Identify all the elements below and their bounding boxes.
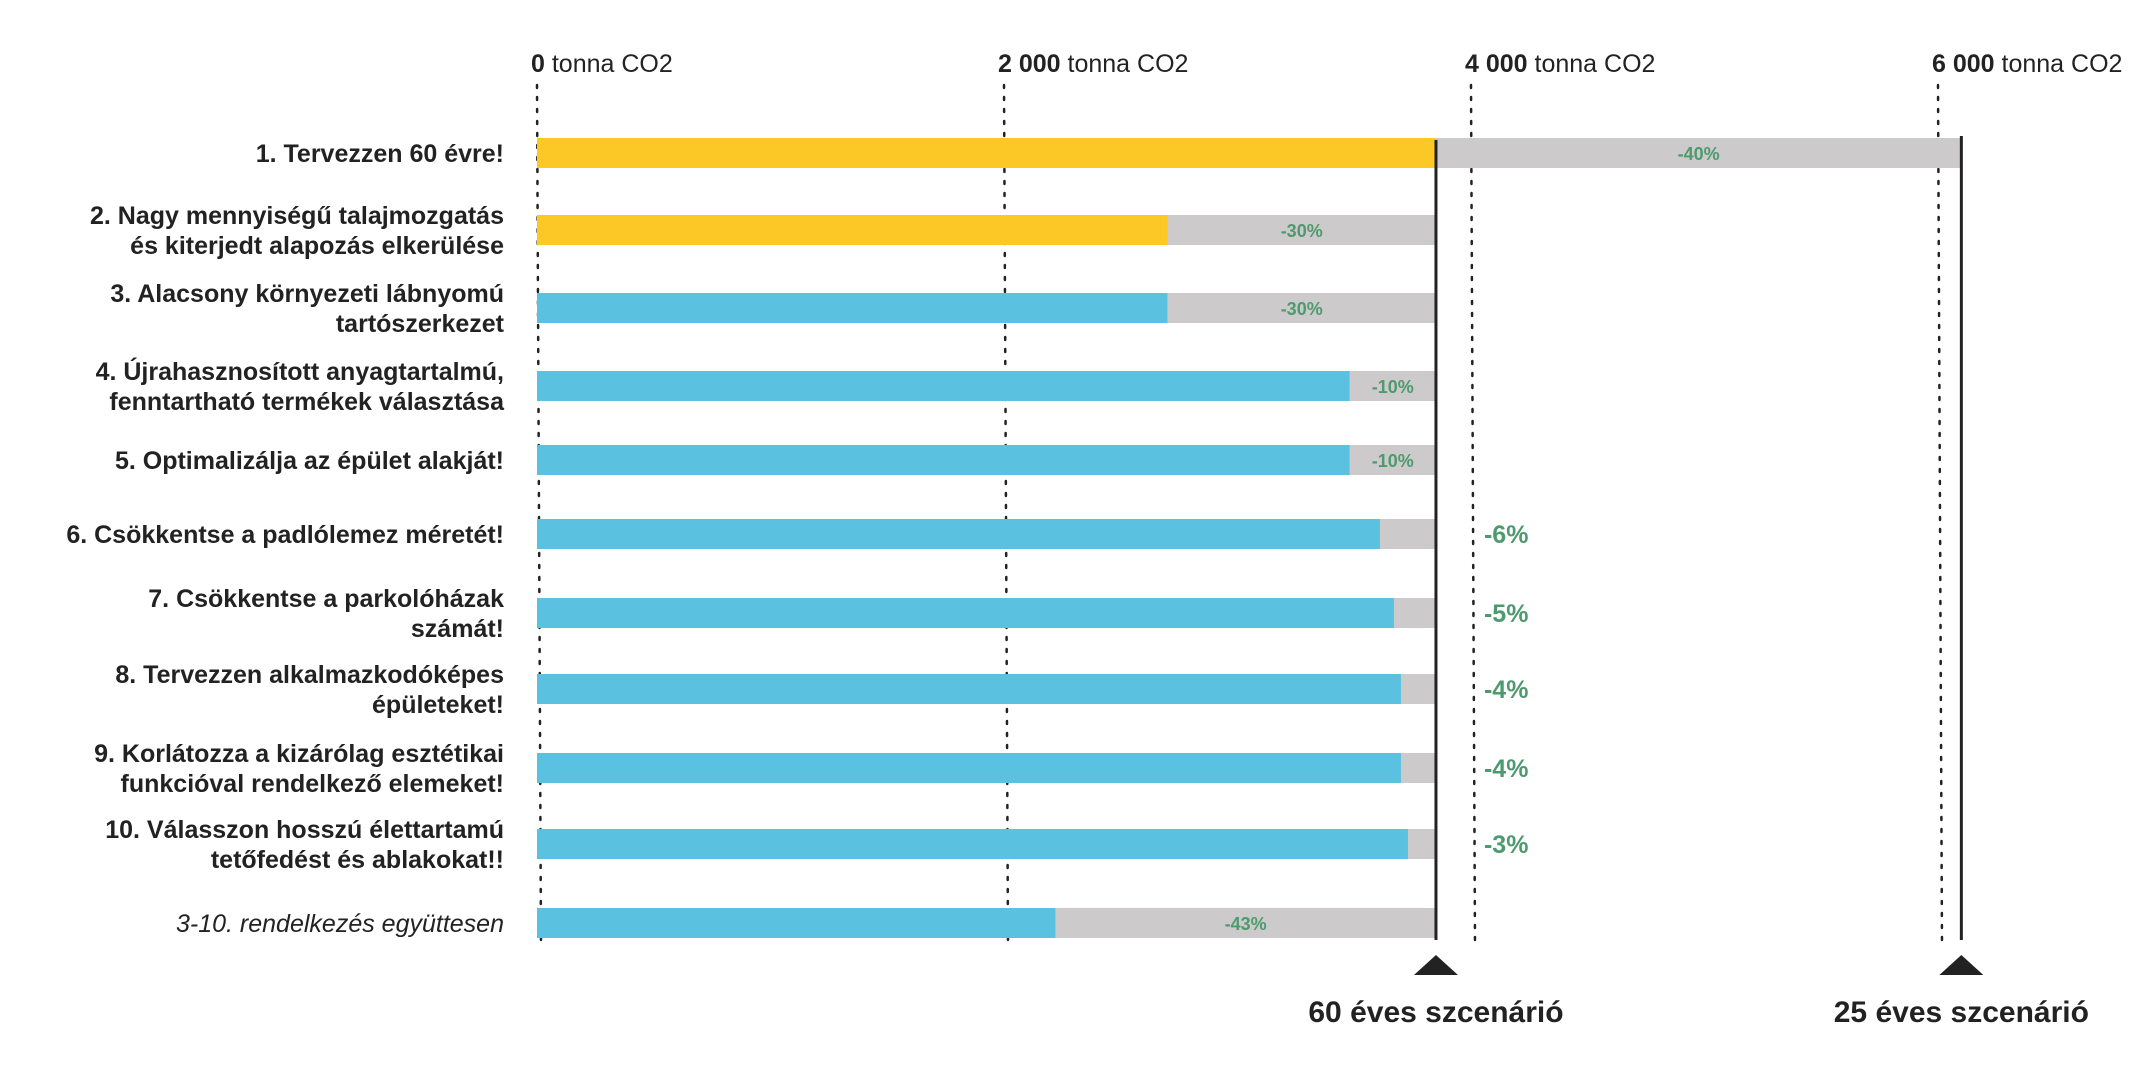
reduction-label-1: -40% <box>1678 144 1720 164</box>
category-label-4-line-2: fenntartható termékek választása <box>109 388 505 416</box>
category-label-9-line-2: funkcióval rendelkező elemeket! <box>121 770 504 798</box>
value-bar-3 <box>537 293 1168 323</box>
grid-lines <box>535 83 1944 947</box>
gridline-0 <box>535 83 543 947</box>
category-label-7-line-1: 7. Csökkentse a parkolóházak <box>148 585 504 613</box>
reduction-label-8: -4% <box>1484 676 1528 704</box>
reduction-label-4: -10% <box>1372 377 1414 397</box>
tick-label-4000: 4 000 tonna CO2 <box>1465 50 1655 78</box>
tick-unit: tonna CO <box>1995 50 2109 78</box>
category-label-4-line-1: 4. Újrahasznosított anyagtartalmú, <box>96 356 504 386</box>
reduction-label-5: -10% <box>1372 451 1414 471</box>
reduction-label-7: -5% <box>1484 600 1528 628</box>
value-bar-1 <box>537 138 1436 168</box>
tick-unit: tonna CO <box>1528 50 1642 78</box>
gridline-4000 <box>1469 83 1477 947</box>
value-bar-6 <box>537 519 1380 549</box>
gridline-6000 <box>1936 83 1944 947</box>
category-label-8-line-1: 8. Tervezzen alkalmazkodóképes <box>115 661 504 689</box>
category-label-3-line-2: tartószerkezet <box>336 310 505 338</box>
value-bar-5 <box>537 445 1350 475</box>
tick-label-6000: 6 000 tonna CO2 <box>1932 50 2122 78</box>
tick-value: 4 000 <box>1465 50 1528 78</box>
tick-label-0: 0 tonna CO2 <box>531 50 673 78</box>
tick-unit-subscript: 2 <box>2109 50 2123 78</box>
reduction-label-11: -43% <box>1225 914 1267 934</box>
category-label-6-line-1: 6. Csökkentse a padlólemez méretét! <box>66 521 504 549</box>
category-label-11-line-1: 3-10. rendelkezés együttesen <box>176 910 504 938</box>
tick-unit-subscript: 2 <box>1175 50 1189 78</box>
category-label-7-line-2: számát! <box>411 615 504 643</box>
x-axis-ticks: 0 tonna CO2 2 000 tonna CO2 4 000 tonna CO… <box>531 50 2122 78</box>
tick-value: 6 000 <box>1932 50 1995 78</box>
reduction-label-3: -30% <box>1281 299 1323 319</box>
gridline-2000 <box>1002 83 1010 947</box>
category-label-2-line-1: 2. Nagy mennyiségű talajmozgatás <box>90 202 504 230</box>
tick-value: 2 000 <box>998 50 1061 78</box>
tick-value: 0 <box>531 50 545 78</box>
category-label-9-line-1: 9. Korlátozza a kizárólag esztétikai <box>94 740 504 768</box>
scenario-label-2: 25 éves szcenárió <box>1834 996 2089 1029</box>
category-label-8-line-2: épületeket! <box>372 691 504 719</box>
scenario-marker-2 <box>1939 955 1984 975</box>
tick-unit-subscript: 2 <box>659 50 673 78</box>
reduction-label-2: -30% <box>1281 221 1323 241</box>
category-label-10-line-1: 10. Válasszon hosszú élettartamú <box>105 816 504 844</box>
category-label-2-line-2: és kiterjedt alapozás elkerülése <box>130 232 504 260</box>
tick-unit: tonna CO <box>545 50 659 78</box>
value-bar-8 <box>537 674 1401 704</box>
tick-unit: tonna CO <box>1061 50 1175 78</box>
scenario-label-1: 60 éves szcenárió <box>1308 996 1563 1029</box>
reduction-label-10: -3% <box>1484 831 1528 859</box>
category-label-3-line-1: 3. Alacsony környezeti lábnyomú <box>110 280 504 308</box>
value-bar-9 <box>537 753 1401 783</box>
reduction-labels: -40% -30% -30% -10% -10% -6% -5% -4% -4% -3% -43% <box>1225 144 1720 934</box>
value-bar-11 <box>537 908 1056 938</box>
category-label-10-line-2: tetőfedést és ablakokat!! <box>211 846 504 874</box>
value-bar-4 <box>537 371 1350 401</box>
category-labels: 1. Tervezzen 60 évre! 2. Nagy mennyiségű … <box>66 140 505 938</box>
value-bar-2 <box>537 215 1168 245</box>
category-label-1-line-1: 1. Tervezzen 60 évre! <box>256 140 504 168</box>
reduction-label-6: -6% <box>1484 521 1528 549</box>
scenario-marker-1 <box>1413 955 1458 975</box>
reduction-label-9: -4% <box>1484 755 1528 783</box>
category-label-5-line-1: 5. Optimalizálja az épület alakját! <box>115 447 504 475</box>
bars <box>537 138 1962 938</box>
tick-label-2000: 2 000 tonna CO2 <box>998 50 1188 78</box>
scenario-reference-lines: 60 éves szcenárió 25 éves szcenárió <box>1308 136 2089 1029</box>
tick-unit-subscript: 2 <box>1642 50 1656 78</box>
value-bar-7 <box>537 598 1394 628</box>
value-bar-10 <box>537 829 1408 859</box>
